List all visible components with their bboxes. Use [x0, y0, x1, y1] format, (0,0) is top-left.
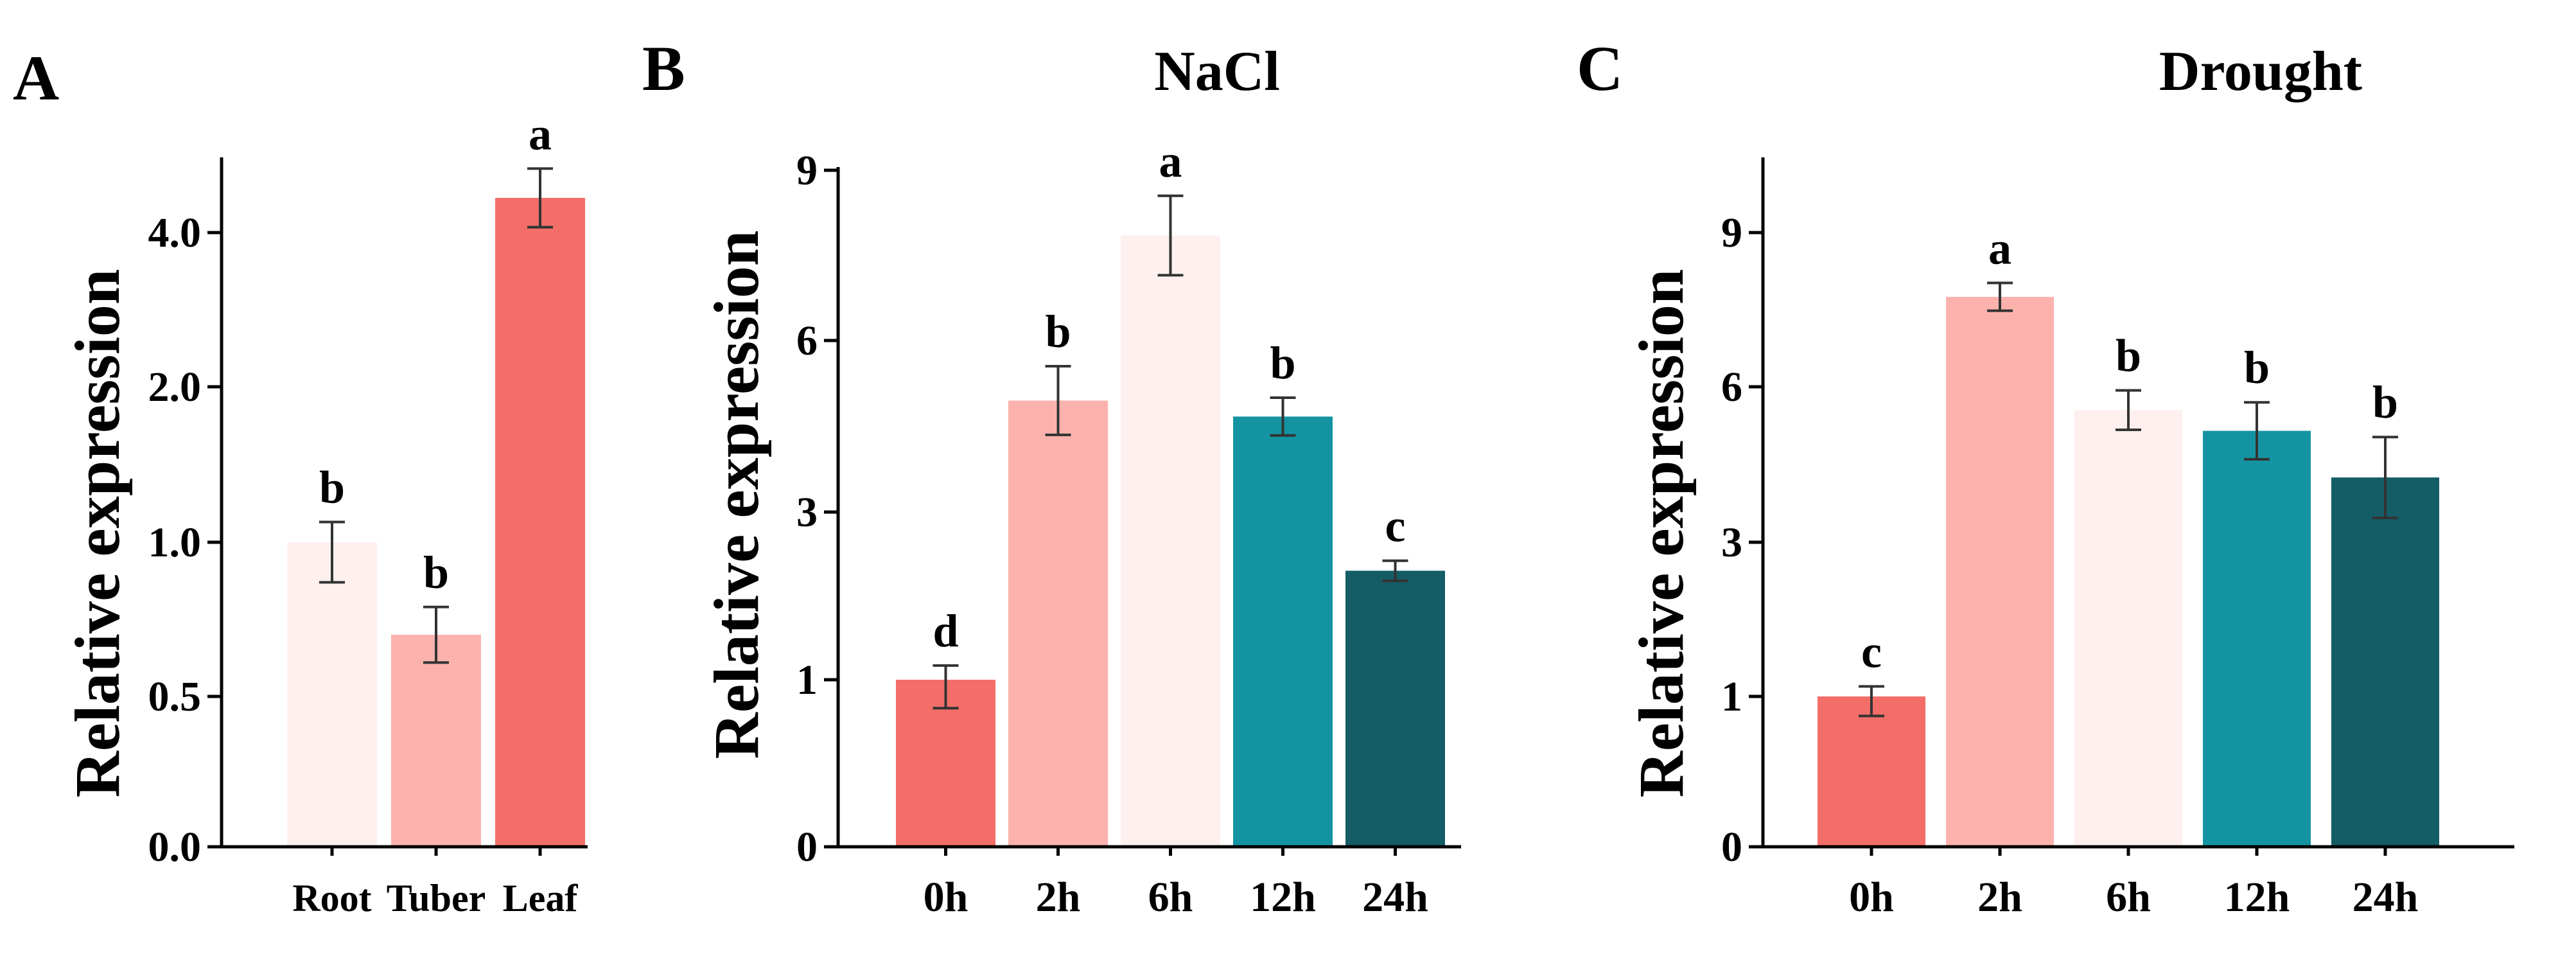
panel-a-bar: [391, 635, 481, 847]
panel-c-y-tick-label: 0: [1721, 824, 1742, 871]
panel-a-error-bar: [319, 520, 345, 584]
panel-b-error-bar: [1382, 559, 1408, 583]
panel-a-y-tick-label: 1.0: [148, 519, 202, 566]
panel-b-y-tick-label: 1: [796, 657, 818, 704]
panel-b-plot-area: d 0h b 2h a 6h b 12h c 24h 0 1 3 6 9: [796, 136, 1461, 921]
panel-c-y-tick-label: 6: [1721, 364, 1742, 411]
panel-c-title: Drought: [2159, 40, 2362, 103]
panel-c-plot-area: c 0h a 2h b 6h b 12h b 24h 0 1 3 6 9: [1721, 157, 2514, 921]
panel-c-y-tick-label: 9: [1721, 209, 1742, 256]
panel-c: C Drought Relative expression c 0h a 2h b 6h b…: [1577, 33, 2514, 921]
panel-c-significance-label: b: [2244, 342, 2270, 393]
panel-c-bar: [2074, 410, 2182, 847]
panel-b-significance-label: b: [1270, 337, 1295, 389]
panel-b-significance-label: b: [1045, 306, 1071, 357]
panel-b-letter: B: [642, 33, 685, 104]
panel-c-significance-label: b: [2372, 376, 2398, 428]
panel-b-y-tick-label: 6: [796, 317, 818, 364]
panel-a-error-bar: [423, 605, 449, 664]
panel-b-category-label: 0h: [924, 874, 968, 921]
panel-c-error-bar: [2116, 389, 2141, 431]
panel-c-error-bar: [1987, 281, 2013, 312]
panel-a-category-label: Tuber: [387, 877, 486, 919]
panel-c-letter: C: [1577, 33, 1623, 104]
panel-c-error-bar: [1859, 685, 1884, 718]
panel-c-bar: [2203, 430, 2311, 847]
panel-b-bar: [1121, 235, 1220, 847]
panel-b-y-tick-label: 9: [796, 147, 818, 194]
panel-a-bar: [495, 198, 585, 847]
panel-a-y-tick-label: 4.0: [148, 209, 202, 256]
panel-b-error-bar: [1270, 396, 1296, 437]
panel-c-category-label: 2h: [1977, 874, 2022, 921]
panel-b-error-bar: [933, 664, 959, 710]
panel-b-significance-label: c: [1385, 500, 1406, 552]
panel-a-bar: [287, 542, 377, 847]
panel-c-bar: [1946, 297, 2054, 847]
panel-a-significance-label: a: [529, 108, 552, 159]
panel-c-category-label: 0h: [1849, 874, 1894, 921]
panel-b-category-label: 12h: [1250, 874, 1316, 921]
panel-c-y-tick-label: 3: [1721, 519, 1742, 566]
panel-c-significance-label: a: [1988, 222, 2011, 274]
panel-c-y-tick-label: 1: [1721, 673, 1742, 720]
panel-b-title: NaCl: [1154, 40, 1280, 103]
panel-b-category-label: 2h: [1036, 874, 1081, 921]
panel-b-y-tick-label: 3: [796, 489, 818, 536]
panel-b-category-label: 6h: [1148, 874, 1193, 921]
panel-b-category-label: 24h: [1362, 874, 1428, 921]
panel-a-y-tick-label: 0.5: [148, 673, 202, 720]
panel-b-bar: [1345, 571, 1445, 847]
panel-c-bar: [1818, 696, 1925, 847]
panel-c-significance-label: b: [2116, 330, 2141, 382]
panel-a-error-bar: [527, 167, 553, 229]
panel-c-error-bar: [2244, 401, 2270, 461]
panel-b-y-axis-label: Relative expression: [701, 230, 772, 759]
panel-a-significance-label: b: [319, 462, 345, 513]
panel-c-significance-label: c: [1861, 626, 1882, 677]
panel-b-bar: [1233, 416, 1333, 847]
panel-a-y-tick-label: 2.0: [148, 364, 202, 411]
panel-b-significance-label: d: [933, 605, 958, 657]
panel-a-significance-label: b: [423, 547, 449, 598]
panel-c-category-label: 12h: [2224, 874, 2290, 921]
panel-b-bar: [1008, 400, 1108, 847]
panel-a-y-axis-label: Relative expression: [62, 269, 133, 797]
panel-c-error-bar: [2372, 436, 2398, 520]
panel-a-category-label: Root: [292, 877, 371, 919]
panel-b-error-bar: [1157, 194, 1184, 277]
panel-c-category-label: 6h: [2106, 874, 2151, 921]
panel-c-category-label: 24h: [2353, 874, 2419, 921]
panel-c-y-axis-label: Relative expression: [1625, 269, 1697, 797]
panel-b: B NaCl Relative expression d 0h b 2h a 6h b 12h…: [642, 33, 1461, 921]
panel-b-error-bar: [1045, 365, 1071, 436]
panel-b-y-tick-label: 0: [796, 824, 818, 871]
panel-c-bar: [2331, 477, 2439, 847]
panel-a: A Relative expression b Root b Tuber a Leaf 0.…: [13, 42, 588, 919]
panel-a-category-label: Leaf: [503, 877, 579, 919]
panel-b-significance-label: a: [1159, 136, 1182, 187]
panel-a-y-tick-label: 0.0: [148, 824, 202, 871]
panel-a-letter: A: [13, 42, 59, 114]
panel-a-plot-area: b Root b Tuber a Leaf 0.0 0.5 1.0 2.0 4.0: [148, 108, 588, 919]
